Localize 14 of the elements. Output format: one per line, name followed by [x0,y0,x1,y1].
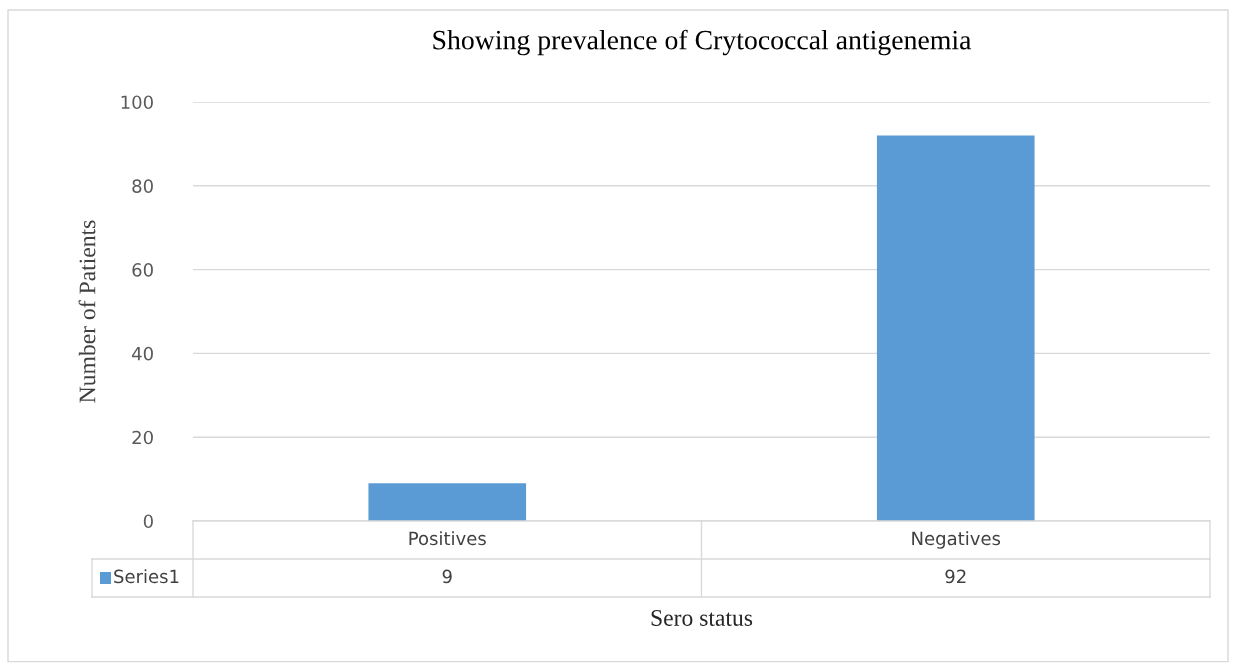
y-tick-label: 80 [132,179,153,193]
chart-title: Showing prevalence of Crytococcal antigenemia [433,29,972,56]
y-axis-title: Number of Patients [78,220,96,403]
y-tick-label: 100 [121,95,153,110]
y-tick-label: 20 [132,430,153,445]
y-tick-label: 40 [132,346,153,361]
x-tick-label: Negatives [912,531,1001,549]
data-label: 92 [945,569,966,584]
x-axis-title: Sero status [651,610,753,626]
x-tick-label: Positives [409,531,486,546]
y-tick-label: 60 [132,263,153,277]
data-label: 9 [442,569,452,584]
legend-label: Series1 [114,569,179,584]
y-tick-label: 0 [143,514,153,529]
